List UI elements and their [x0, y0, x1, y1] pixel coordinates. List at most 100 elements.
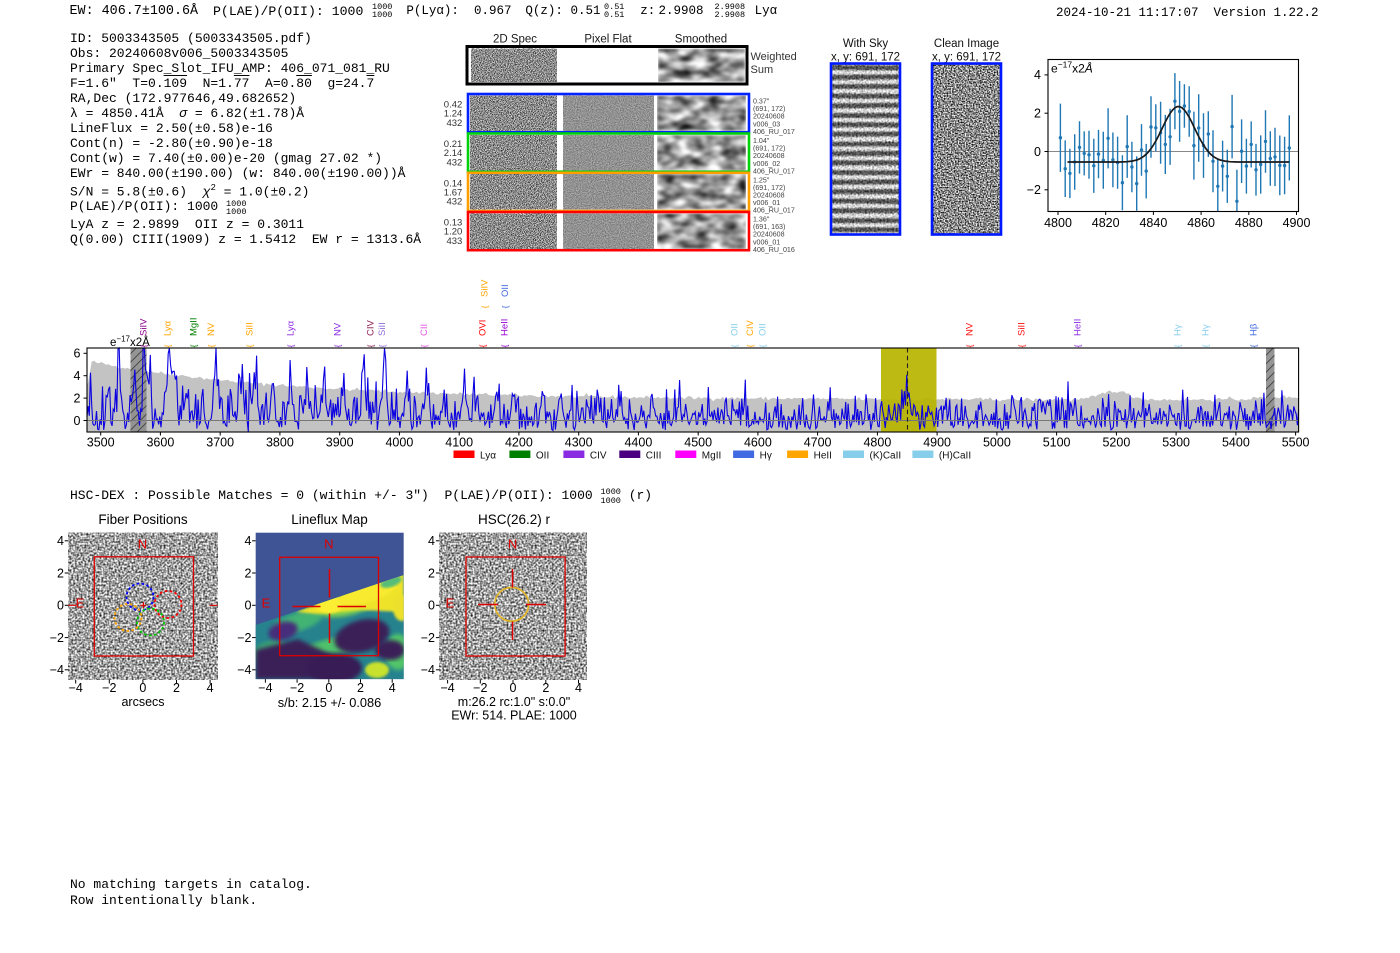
svg-text:NV: NV — [332, 322, 343, 336]
svg-text:x, y: 691, 172: x, y: 691, 172 — [831, 52, 900, 64]
svg-text:6: 6 — [74, 347, 81, 361]
svg-text:HSC(26.2) r: HSC(26.2) r — [478, 512, 551, 527]
svg-text:4600: 4600 — [744, 436, 772, 450]
svg-text:432: 432 — [446, 197, 462, 208]
svg-text:v006_02: v006_02 — [753, 160, 780, 168]
svg-text:Hγ: Hγ — [1172, 324, 1183, 336]
svg-text:{: { — [1172, 344, 1182, 347]
svg-text:{: { — [729, 344, 739, 347]
svg-text:Smoothed: Smoothed — [675, 34, 727, 46]
svg-text:2: 2 — [74, 391, 81, 405]
svg-text:4000: 4000 — [385, 436, 413, 450]
svg-text:5200: 5200 — [1102, 436, 1130, 450]
svg-text:−4: −4 — [237, 663, 251, 677]
svg-text:CIII: CIII — [646, 450, 662, 461]
svg-text:NV: NV — [206, 322, 217, 336]
svg-text:406_RU_017: 406_RU_017 — [753, 207, 795, 215]
svg-text:Pixel Flat: Pixel Flat — [584, 34, 632, 46]
svg-text:4: 4 — [1034, 68, 1041, 82]
svg-text:0.21: 0.21 — [444, 139, 463, 150]
svg-text:{: { — [1016, 344, 1026, 347]
svg-text:Lyα: Lyα — [162, 320, 173, 336]
svg-text:{: { — [332, 344, 342, 347]
svg-text:Hβ: Hβ — [1248, 323, 1259, 336]
svg-text:2.14: 2.14 — [444, 148, 463, 159]
svg-text:{: { — [757, 344, 767, 347]
svg-text:4900: 4900 — [1283, 216, 1311, 230]
svg-text:{: { — [206, 344, 216, 347]
svg-text:s/b: 2.15 +/- 0.086: s/b: 2.15 +/- 0.086 — [278, 695, 382, 710]
svg-text:{: { — [162, 344, 172, 347]
svg-text:1.36": 1.36" — [753, 216, 770, 224]
svg-text:2: 2 — [1034, 107, 1041, 121]
svg-text:OII: OII — [500, 284, 511, 297]
svg-text:0: 0 — [57, 599, 64, 613]
svg-text:{: { — [138, 344, 148, 347]
svg-text:{: { — [285, 344, 295, 347]
svg-text:Lineflux Map: Lineflux Map — [291, 512, 368, 527]
svg-text:5400: 5400 — [1222, 436, 1250, 450]
svg-text:SiIV: SiIV — [479, 279, 490, 297]
svg-text:4: 4 — [245, 534, 252, 548]
svg-text:1.67: 1.67 — [444, 188, 463, 199]
svg-text:4800: 4800 — [863, 436, 891, 450]
svg-text:20240608: 20240608 — [753, 113, 785, 121]
svg-text:OII: OII — [536, 450, 549, 461]
svg-text:−2: −2 — [290, 681, 304, 695]
svg-text:Sum: Sum — [751, 64, 774, 76]
svg-text:0.14: 0.14 — [444, 178, 463, 189]
svg-text:−2: −2 — [421, 631, 435, 645]
svg-text:0: 0 — [428, 599, 435, 613]
svg-text:1.20: 1.20 — [444, 227, 463, 238]
svg-text:−4: −4 — [69, 681, 83, 695]
svg-text:SiII: SiII — [377, 322, 388, 336]
svg-text:4400: 4400 — [624, 436, 652, 450]
svg-text:SiIV: SiIV — [138, 318, 149, 336]
svg-text:1.04": 1.04" — [753, 137, 770, 145]
svg-text:E: E — [262, 596, 271, 611]
svg-text:Clean Image: Clean Image — [934, 38, 999, 50]
svg-text:406_RU_017: 406_RU_017 — [753, 128, 795, 136]
svg-text:x, y: 691, 172: x, y: 691, 172 — [932, 52, 1001, 64]
svg-text:−2: −2 — [473, 681, 487, 695]
svg-text:HeII: HeII — [1072, 319, 1083, 336]
svg-text:4100: 4100 — [445, 436, 473, 450]
svg-text:432: 432 — [446, 118, 462, 129]
svg-text:{: { — [377, 344, 387, 347]
svg-text:(691, 172): (691, 172) — [753, 184, 785, 192]
svg-text:N: N — [324, 537, 333, 552]
svg-text:4880: 4880 — [1235, 216, 1263, 230]
svg-text:−4: −4 — [421, 663, 435, 677]
svg-text:406_RU_016: 406_RU_016 — [753, 246, 795, 254]
svg-text:5000: 5000 — [983, 436, 1011, 450]
svg-text:{: { — [419, 344, 429, 347]
svg-text:{: { — [244, 344, 254, 347]
svg-text:2: 2 — [245, 566, 252, 580]
svg-text:0.37": 0.37" — [753, 98, 770, 106]
svg-text:3500: 3500 — [87, 436, 115, 450]
svg-text:2: 2 — [542, 681, 549, 695]
svg-text:HeII: HeII — [814, 450, 832, 461]
svg-text:5300: 5300 — [1162, 436, 1190, 450]
svg-text:4900: 4900 — [923, 436, 951, 450]
svg-text:5500: 5500 — [1282, 436, 1310, 450]
svg-text:432: 432 — [446, 157, 462, 168]
svg-text:N: N — [508, 537, 517, 552]
svg-text:{: { — [365, 344, 375, 347]
svg-text:E: E — [76, 596, 85, 611]
svg-text:CIV: CIV — [745, 320, 756, 337]
svg-text:MgII: MgII — [188, 318, 199, 336]
svg-text:{: { — [745, 344, 755, 347]
svg-text:4: 4 — [57, 534, 64, 548]
svg-text:4800: 4800 — [1044, 216, 1072, 230]
svg-text:(691, 172): (691, 172) — [753, 145, 785, 153]
svg-text:(K)CaII: (K)CaII — [870, 450, 902, 461]
svg-text:{: { — [479, 305, 489, 308]
svg-text:5100: 5100 — [1043, 436, 1071, 450]
svg-text:0: 0 — [1034, 145, 1041, 159]
svg-text:4700: 4700 — [804, 436, 832, 450]
svg-text:0: 0 — [74, 414, 81, 428]
svg-text:2D Spec: 2D Spec — [493, 34, 537, 46]
svg-text:{: { — [188, 344, 198, 347]
svg-text:4: 4 — [428, 534, 435, 548]
